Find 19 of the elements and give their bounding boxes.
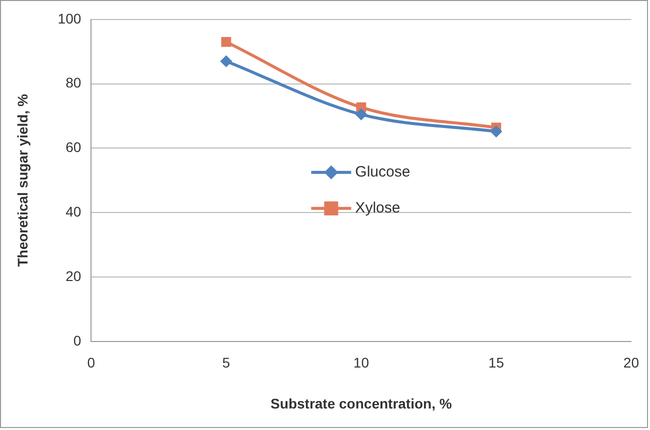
x-tick-label: 15	[488, 354, 504, 371]
x-axis-title: Substrate concentration, %	[270, 395, 452, 412]
y-tick-label: 60	[66, 139, 82, 156]
point	[221, 36, 232, 47]
x-tick-label: 5	[222, 354, 230, 371]
point	[220, 55, 232, 68]
y-tick-label: 20	[66, 268, 82, 284]
x-tick-label: 0	[87, 354, 96, 371]
y-tick-label: 40	[66, 203, 82, 220]
x-tick-label: 10	[353, 354, 370, 371]
y-axis-title: Theoretical sugar yield, %	[14, 93, 30, 267]
point	[355, 108, 368, 120]
y-tick-label: 0	[73, 332, 82, 348]
legend-label: Glucose	[355, 164, 410, 181]
x-tick-label: 20	[623, 354, 640, 371]
point	[490, 125, 502, 138]
y-tick-label: 100	[58, 10, 82, 26]
y-tick-label: 80	[66, 74, 82, 91]
legend-label: Xylose	[355, 200, 400, 217]
